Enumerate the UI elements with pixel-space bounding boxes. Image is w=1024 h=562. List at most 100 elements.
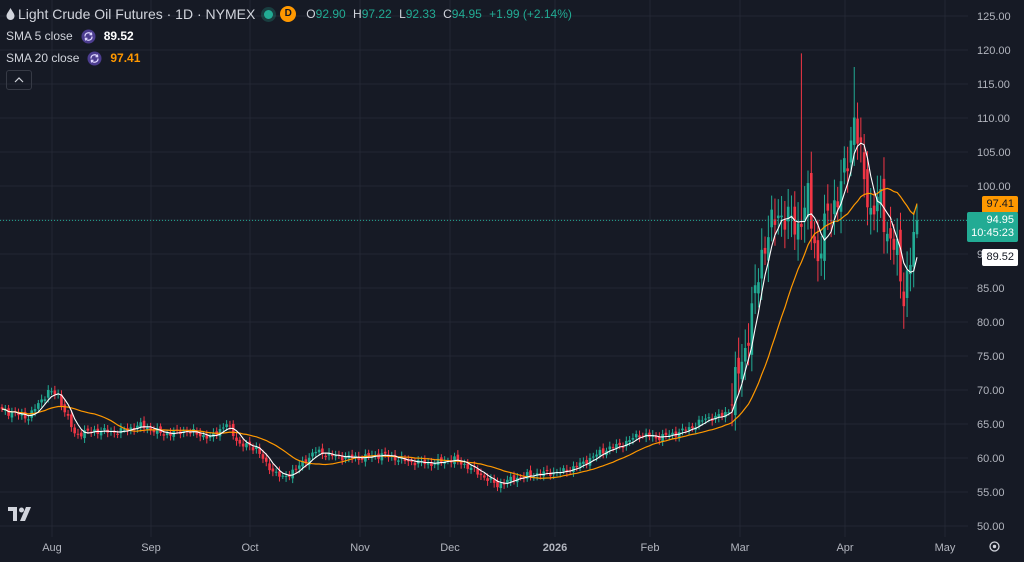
candle-body	[595, 454, 598, 457]
candle-body	[255, 446, 258, 449]
candle-body	[727, 412, 731, 414]
candle-body	[60, 394, 63, 406]
candle-body	[730, 404, 734, 406]
candle-body	[228, 425, 232, 427]
candle-body	[743, 347, 747, 362]
candle-body	[426, 462, 430, 465]
candle-body	[344, 456, 347, 459]
candle-body	[10, 412, 14, 418]
candle-body	[162, 434, 166, 436]
candle-body	[720, 412, 724, 418]
candle-body	[17, 413, 20, 416]
y-tick-label: 65.00	[977, 419, 1005, 431]
candle-body	[905, 270, 909, 298]
horizontal-grid	[0, 15, 968, 527]
candle-body	[826, 203, 830, 211]
candle-body	[621, 446, 625, 448]
candle-body	[482, 475, 486, 478]
low-label: L	[399, 7, 406, 21]
change-value: +1.99 (+2.14%)	[489, 7, 572, 21]
candle-body	[492, 479, 496, 483]
candle-body	[116, 433, 119, 435]
y-tick-label: 70.00	[977, 385, 1005, 397]
candle-body	[433, 463, 437, 465]
candle-body	[634, 434, 638, 438]
candle-body	[350, 454, 354, 459]
candle-body	[76, 433, 80, 435]
candle-body	[641, 435, 645, 437]
candle-body	[631, 438, 635, 440]
candle-body	[23, 411, 27, 419]
candle-body	[139, 422, 143, 428]
candle-body	[459, 461, 463, 465]
symbol-row: Light Crude Oil Futures · 1D · NYMEX D O…	[6, 5, 572, 23]
oil-drop-icon	[6, 8, 15, 20]
bar-countdown: 10:45:23	[971, 226, 1014, 239]
candle-body	[502, 483, 506, 485]
x-tick-label: Aug	[42, 542, 62, 554]
candle-body	[697, 419, 701, 426]
candle-body	[301, 460, 304, 467]
candle-body	[509, 476, 513, 482]
candle-body	[525, 472, 529, 479]
refresh-icon[interactable]	[81, 29, 96, 44]
candle-body	[380, 453, 384, 461]
refresh-icon[interactable]	[87, 51, 102, 66]
last-price-tag: 94.95 10:45:23	[967, 211, 1018, 242]
last-price-value: 94.95	[986, 213, 1014, 226]
indicator-sma5[interactable]: SMA 5 close 89.52	[6, 27, 572, 45]
candle-body	[671, 432, 674, 436]
candle-body	[902, 291, 906, 307]
sma20-tag-value: 97.41	[986, 197, 1014, 210]
candle-body	[512, 475, 516, 481]
candle-body	[258, 447, 261, 454]
candle-body	[565, 469, 569, 472]
symbol-title[interactable]: Light Crude Oil Futures · 1D · NYMEX	[18, 6, 256, 22]
candle-body	[839, 181, 843, 212]
candle-body	[50, 391, 53, 393]
gear-icon[interactable]	[988, 540, 1001, 553]
candle-body	[786, 206, 790, 222]
candle-body	[562, 468, 565, 472]
candle-body	[367, 453, 370, 457]
candle-body	[311, 452, 314, 457]
price-axis: 125.00120.00115.00110.00105.00100.0095.0…	[977, 11, 1011, 533]
y-tick-label: 115.00	[977, 79, 1010, 91]
candle-body	[849, 140, 853, 163]
candle-body	[648, 432, 651, 437]
candle-body	[149, 427, 152, 431]
candle-body	[866, 169, 869, 208]
candle-body	[103, 428, 106, 430]
collapse-legend-button[interactable]	[6, 70, 32, 90]
x-tick-label: Dec	[440, 542, 460, 554]
candle-body	[152, 429, 156, 433]
candle-body	[615, 444, 618, 449]
candle-body	[658, 436, 661, 441]
y-tick-label: 100.00	[977, 181, 1011, 193]
candle-body	[281, 475, 285, 477]
candle-body	[99, 431, 103, 436]
candle-body	[773, 219, 777, 225]
candle-body	[261, 454, 265, 459]
candle-body	[714, 415, 717, 420]
sma5-tag-value: 89.52	[986, 251, 1014, 264]
y-tick-label: 80.00	[977, 317, 1005, 329]
candle-body	[796, 223, 800, 240]
tradingview-logo-icon[interactable]	[8, 505, 38, 523]
candle-body	[169, 432, 172, 436]
candle-body	[334, 455, 337, 457]
candle-body	[142, 420, 146, 429]
close-label: C	[443, 7, 452, 21]
candle-body	[843, 158, 846, 173]
ohlc-values: O92.90 H97.22 L92.33 C94.95 +1.99 (+2.14…	[306, 5, 572, 23]
candle-body	[823, 213, 826, 261]
indicator-sma20[interactable]: SMA 20 close 97.41	[6, 49, 572, 67]
candle-body	[506, 479, 509, 484]
candle-body	[66, 413, 70, 416]
candle-body	[625, 440, 628, 447]
candle-body	[202, 435, 205, 438]
candle-body	[885, 233, 889, 242]
candle-body	[588, 457, 592, 466]
